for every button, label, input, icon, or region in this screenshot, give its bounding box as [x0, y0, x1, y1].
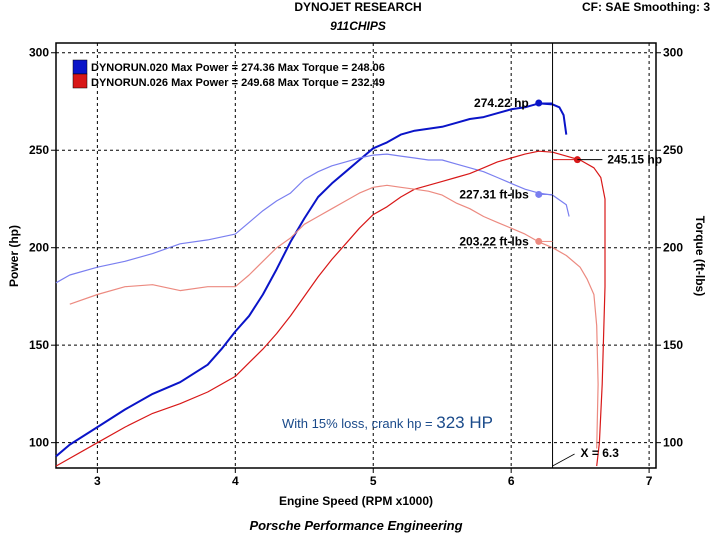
y2-axis-label: Torque (ft-lbs) — [693, 216, 707, 296]
marker-label: 227.31 ft-lbs — [459, 187, 529, 201]
footer-caption: Porsche Performance Engineering — [249, 518, 462, 533]
y-tick-label: 200 — [29, 241, 49, 255]
plot-area — [55, 42, 657, 469]
loss-annotation-text: With 15% loss, crank hp = — [282, 416, 436, 431]
y2-tick-label: 300 — [663, 46, 683, 60]
loss-annotation-value: 323 HP — [436, 413, 493, 432]
chart-title: DYNOJET RESEARCH — [294, 0, 421, 14]
y2-tick-label: 100 — [663, 436, 683, 450]
legend-entry-1: DYNORUN.020 Max Power = 274.36 Max Torqu… — [91, 62, 385, 74]
x-tick-label: 6 — [508, 474, 515, 488]
marker-label: 203.22 ft-lbs — [459, 234, 529, 248]
legend-swatch-red — [72, 73, 88, 89]
chart-subtitle: 911CHIPS — [330, 19, 386, 33]
y-tick-label: 150 — [29, 338, 49, 352]
y-tick-label: 100 — [29, 436, 49, 450]
y-tick-label: 300 — [29, 46, 49, 60]
axes: 3 4 5 6 7 100 100 150 150 200 200 250 250 300 300 — [29, 46, 683, 488]
y-tick-label: 250 — [29, 143, 49, 157]
grid — [56, 43, 656, 468]
legend-entry-2: DYNORUN.026 Max Power = 249.68 Max Torqu… — [91, 77, 385, 89]
series-line-torque-4 — [69, 184, 599, 449]
x-tick-label: 3 — [94, 474, 101, 488]
x-tick-label: 4 — [232, 474, 239, 488]
cursor-leader — [552, 453, 575, 467]
legend-swatch-blue — [72, 59, 88, 75]
y2-tick-label: 250 — [663, 143, 683, 157]
y2-tick-label: 200 — [663, 241, 683, 255]
loss-annotation: With 15% loss, crank hp = 323 HP — [282, 413, 493, 432]
marker-layer: 274.22 hp 245.15 hp 227.31 ft-lbs 203.22 ft… — [459, 96, 662, 248]
cursor-label: X = 6.3 — [581, 446, 620, 460]
marker-label: 274.22 hp — [474, 96, 529, 110]
marker-label: 245.15 hp — [607, 153, 662, 167]
series-line-torque-2 — [55, 153, 570, 284]
series-line-power-1 — [55, 102, 568, 458]
x-axis-label: Engine Speed (RPM x1000) — [279, 494, 433, 508]
y-axis-label: Power (hp) — [7, 225, 21, 287]
series-layer: X = 6.3 — [55, 43, 620, 468]
settings-label: CF: SAE Smoothing: 3 — [582, 0, 710, 14]
x-tick-label: 5 — [370, 474, 377, 488]
legend: DYNORUN.020 Max Power = 274.36 Max Torqu… — [72, 59, 385, 89]
y2-tick-label: 150 — [663, 338, 683, 352]
x-tick-label: 7 — [646, 474, 653, 488]
